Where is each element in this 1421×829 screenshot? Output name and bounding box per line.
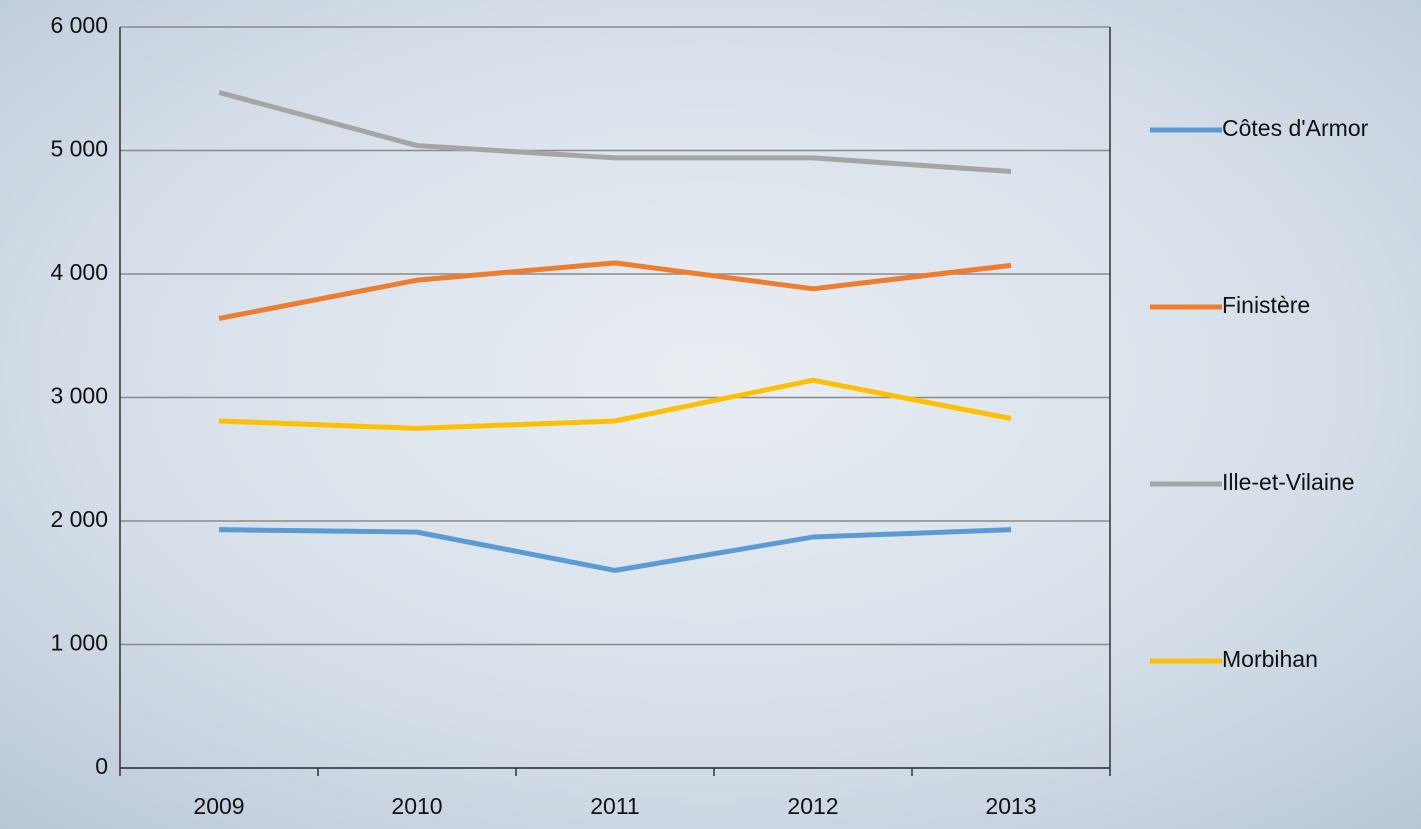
series-line bbox=[218, 260, 1012, 321]
series-line bbox=[218, 377, 1012, 431]
series-line bbox=[218, 527, 1012, 573]
y-tick-label: 5 000 bbox=[50, 136, 108, 162]
legend-label: Finistère bbox=[1222, 292, 1310, 318]
x-tick-label: 2012 bbox=[787, 793, 838, 819]
y-tick-label: 3 000 bbox=[50, 383, 108, 409]
x-tick-label: 2009 bbox=[193, 793, 244, 819]
y-tick-label: 6 000 bbox=[50, 12, 108, 38]
legend-label: Ille-et-Vilaine bbox=[1222, 469, 1355, 495]
y-tick-label: 1 000 bbox=[50, 630, 108, 656]
legend-label: Morbihan bbox=[1222, 646, 1318, 672]
y-tick-label: 4 000 bbox=[50, 259, 108, 285]
legend-label: Côtes d'Armor bbox=[1222, 115, 1369, 141]
x-tick-label: 2011 bbox=[590, 793, 639, 819]
x-tick-label: 2010 bbox=[391, 793, 442, 819]
y-tick-label: 0 bbox=[95, 753, 108, 779]
x-tick-label: 2013 bbox=[985, 793, 1036, 819]
y-tick-label: 2 000 bbox=[50, 506, 108, 532]
series-line bbox=[218, 90, 1012, 174]
